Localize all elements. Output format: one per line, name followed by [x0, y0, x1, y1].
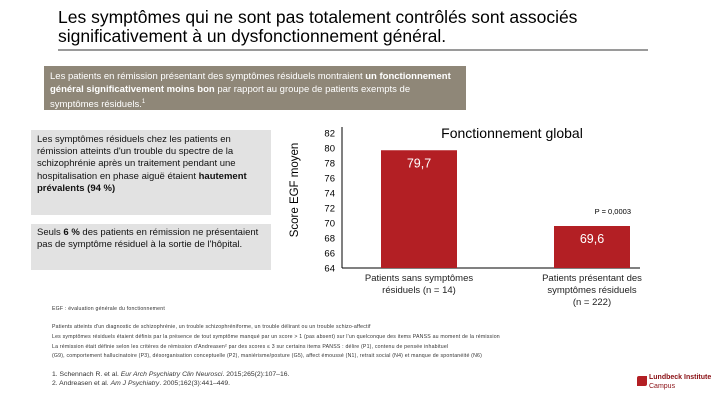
- footnote-line-2: Les symptômes résiduels étaient définis …: [52, 334, 500, 340]
- y-tick-label: 74: [324, 189, 335, 200]
- y-tick-label: 70: [324, 219, 335, 230]
- summary-banner: Les patients en rémission présentant des…: [44, 66, 466, 110]
- references: 1. Schennach R. et al. Eur Arch Psychiat…: [52, 370, 289, 388]
- prevalence-bold: hautement prévalents (94 %): [37, 170, 247, 194]
- y-tick-label: 64: [324, 264, 335, 275]
- prevalence-box: Les symptômes résiduels chez les patient…: [31, 130, 271, 215]
- prevalence-text: Les symptômes résiduels chez les patient…: [37, 134, 236, 182]
- bar-2: [554, 226, 630, 268]
- y-tick-label: 78: [324, 159, 335, 170]
- y-tick-label: 76: [324, 174, 335, 185]
- y-ticks: 82 80 78 76 74 72 70 68 66 64: [324, 129, 335, 275]
- banner-text-2: par rapport au groupe de patients exempt…: [50, 83, 411, 111]
- lundbeck-logo: Lundbeck Institute Campus: [637, 374, 711, 398]
- x-category-label-2: Patients présentant des: [542, 273, 642, 284]
- y-tick-label: 80: [324, 144, 335, 155]
- x-category-label-2: (n = 222): [573, 297, 611, 308]
- y-tick-label: 72: [324, 204, 335, 215]
- logo-sub: Campus: [649, 383, 676, 390]
- bar-value-label-2: 69,6: [580, 232, 604, 246]
- bar-1: [381, 150, 457, 268]
- y-tick-label: 68: [324, 234, 335, 245]
- banner-bold: un fonctionnement général significativem…: [50, 71, 451, 95]
- title-divider: [58, 49, 648, 51]
- no-symptom-text-2: des patients en rémission ne présentaien…: [37, 227, 259, 251]
- reference-1: 1. Schennach R. et al. Eur Arch Psychiat…: [52, 371, 290, 378]
- slide-title: Les symptômes qui ne sont pas totalement…: [58, 7, 578, 46]
- x-category-label-2: symptômes résiduels: [547, 285, 636, 296]
- y-tick-label: 66: [324, 249, 335, 260]
- logo-mark-icon: [637, 376, 647, 386]
- no-symptom-text-1: Seuls: [37, 227, 64, 238]
- chart-title: Fonctionnement global: [441, 125, 583, 141]
- footnote-line-3: La rémission était définie selon les cri…: [52, 344, 449, 350]
- footnote-line-4: (G9), comportement hallucinatoire (P3), …: [52, 353, 483, 359]
- x-category-label-1: résiduels (n = 14): [382, 285, 456, 296]
- footnote-egf: EGF : évaluation générale du fonctionnem…: [52, 306, 165, 312]
- bar-value-label-1: 79,7: [407, 156, 431, 170]
- no-symptom-bold: 6 %: [63, 227, 80, 238]
- footnote-line-1: Patients atteints d'un diagnostic de sch…: [52, 324, 371, 330]
- logo-name: Lundbeck Institute: [649, 374, 712, 381]
- y-tick-label: 82: [324, 129, 335, 140]
- p-value-annotation: P = 0,0003: [595, 207, 631, 216]
- banner-citation: 1: [141, 99, 146, 105]
- reference-2: 2. Andreasen et al. Am J Psychiatry. 200…: [52, 380, 230, 387]
- x-category-label-1: Patients sans symptômes: [365, 273, 473, 284]
- no-symptom-box: Seuls 6 % des patients en rémission ne p…: [31, 224, 271, 270]
- banner-text-1: Les patients en rémission présentant des…: [50, 71, 366, 82]
- y-axis-label: Score EGF moyen: [289, 143, 301, 238]
- bars: 79,7 69,6: [381, 150, 630, 268]
